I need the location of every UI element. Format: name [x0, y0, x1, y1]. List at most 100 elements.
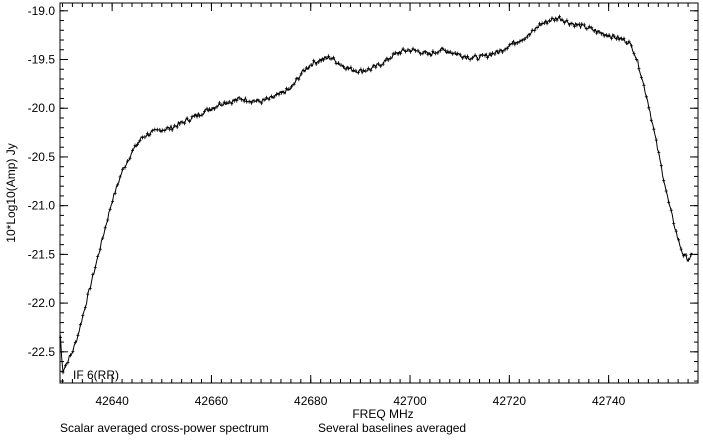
- data-point: [250, 100, 254, 105]
- data-point: [113, 191, 117, 196]
- y-tick-label: -21.0: [28, 199, 56, 213]
- data-point: [222, 100, 226, 105]
- x-tick-label: 42660: [195, 394, 229, 408]
- data-point: [299, 71, 303, 76]
- data-point: [498, 48, 502, 53]
- y-tick-labels: -19.0 -19.5 -20.0 -20.5 -21.0 -21.5 -22.0 -22.5: [28, 4, 56, 359]
- data-point: [237, 96, 241, 100]
- y-tick-label: -20.5: [28, 150, 56, 164]
- data-point: [585, 26, 589, 31]
- data-point: [235, 98, 239, 103]
- data-point: [185, 116, 189, 121]
- data-point: [143, 135, 147, 140]
- data-point: [565, 18, 569, 23]
- data-point: [265, 95, 268, 100]
- data-point: [324, 56, 328, 60]
- plot-frame: [59, 2, 699, 384]
- y-tick-label: -19.0: [28, 4, 56, 18]
- data-point: [111, 199, 115, 204]
- data-point: [292, 82, 296, 87]
- data-point: [78, 322, 82, 327]
- data-point: [198, 113, 201, 118]
- data-point: [682, 253, 686, 258]
- data-point: [257, 99, 261, 104]
- data-point: [312, 58, 316, 63]
- data-point: [657, 150, 661, 155]
- data-point: [163, 128, 167, 133]
- data-point: [473, 53, 477, 58]
- data-point: [443, 48, 447, 53]
- data-point: [515, 41, 519, 45]
- data-point: [562, 20, 566, 25]
- data-point: [349, 65, 353, 70]
- data-point: [612, 34, 616, 39]
- x-axis-label: FREQ MHz: [352, 407, 413, 421]
- data-point: [319, 58, 323, 63]
- data-point: [327, 54, 331, 59]
- data-point: [128, 156, 132, 161]
- data-point: [121, 167, 125, 172]
- data-point: [379, 64, 383, 69]
- data-point: [108, 207, 112, 212]
- data-point: [364, 68, 368, 73]
- data-point: [406, 47, 410, 52]
- data-point: [654, 138, 658, 143]
- data-point: [672, 221, 676, 226]
- data-point: [203, 109, 206, 114]
- data-point: [86, 292, 90, 297]
- data-point: [361, 68, 365, 73]
- data-point: [267, 97, 271, 102]
- data-point: [183, 121, 187, 126]
- data-point: [396, 52, 400, 56]
- annotation-label: IF 6(RR): [73, 368, 119, 382]
- data-point: [508, 42, 512, 47]
- data-point: [528, 32, 532, 37]
- x-tick-label: 42700: [393, 394, 427, 408]
- data-point: [558, 14, 561, 19]
- data-point: [354, 68, 358, 73]
- data-point: [436, 50, 440, 55]
- data-point: [453, 51, 457, 55]
- data-point: [399, 51, 403, 56]
- data-point: [287, 87, 291, 91]
- data-point: [642, 83, 646, 88]
- data-point: [471, 55, 475, 60]
- caption-right: Several baselines averaged: [318, 421, 467, 435]
- data-point: [555, 18, 559, 23]
- data-point: [337, 61, 340, 66]
- data-point: [659, 163, 663, 168]
- data-point: [662, 178, 666, 183]
- data-point: [461, 56, 465, 60]
- data-point: [639, 75, 643, 80]
- data-point: [317, 60, 321, 64]
- data-point: [193, 113, 197, 118]
- data-point: [451, 51, 455, 56]
- data-point: [101, 236, 105, 241]
- data-point: [404, 49, 408, 54]
- data-point: [493, 52, 497, 56]
- data-point: [188, 119, 192, 124]
- data-point: [607, 33, 611, 38]
- data-point: [309, 63, 313, 67]
- data-point: [66, 360, 70, 365]
- data-point: [200, 112, 204, 117]
- data-point: [649, 118, 653, 123]
- data-point: [468, 57, 472, 62]
- spectrum-line: [60, 15, 693, 373]
- y-axis-label: 10*Log10(Amp) Jy: [4, 143, 18, 242]
- data-point: [302, 68, 306, 73]
- data-point: [178, 122, 182, 126]
- x-tick-label: 42640: [95, 394, 129, 408]
- data-point: [242, 99, 246, 104]
- data-point: [448, 49, 452, 54]
- data-point: [307, 65, 311, 70]
- data-point: [227, 99, 231, 104]
- data-point: [572, 24, 576, 29]
- data-point: [386, 58, 390, 62]
- data-point: [600, 31, 604, 36]
- y-tick-label: -22.0: [28, 296, 56, 310]
- y-tick-label: -21.5: [28, 247, 56, 261]
- data-point: [220, 102, 224, 107]
- data-point: [145, 131, 149, 136]
- data-point: [175, 125, 179, 129]
